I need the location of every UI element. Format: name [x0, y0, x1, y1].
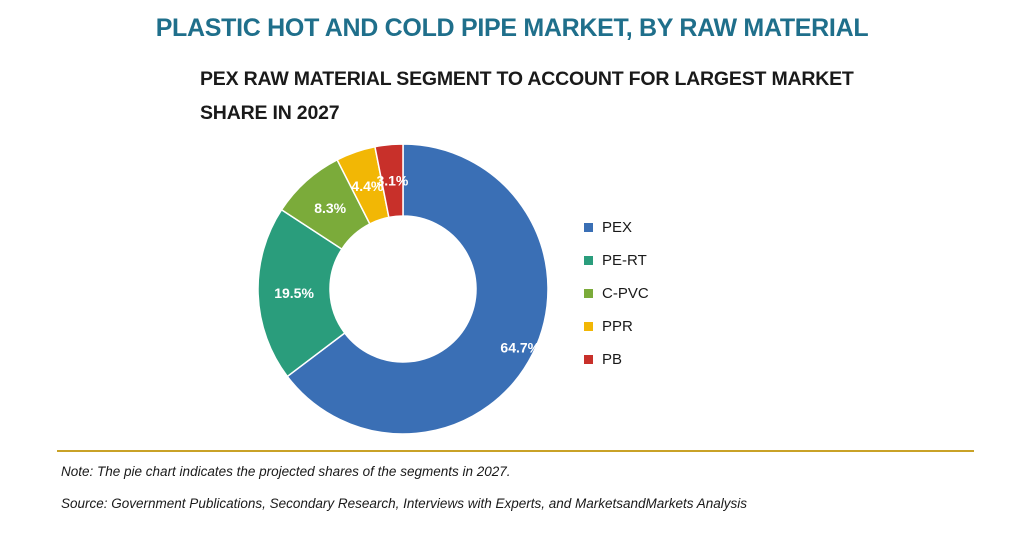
legend-label: PPR	[602, 318, 633, 335]
data-label-ppr: 4.4%	[351, 178, 383, 194]
chart-legend: PEX PE-RT C-PVC PPR PB	[584, 211, 649, 376]
data-label-c-pvc: 8.3%	[314, 200, 346, 216]
legend-label: C-PVC	[602, 285, 649, 302]
data-label-pe-rt: 19.5%	[274, 285, 314, 301]
chart-title: PLASTIC HOT AND COLD PIPE MARKET, BY RAW…	[155, 14, 869, 42]
legend-swatch	[584, 355, 593, 364]
divider	[57, 450, 974, 452]
data-label-pb: 3.1%	[376, 173, 408, 189]
legend-item-c-pvc: C-PVC	[584, 277, 649, 310]
legend-swatch	[584, 322, 593, 331]
legend-item-pb: PB	[584, 343, 649, 376]
subtitle-line-2: SHARE IN 2027	[200, 102, 340, 124]
slice-pb	[374, 143, 404, 219]
slice-pe-rt	[257, 208, 346, 378]
legend-item-pe-rt: PE-RT	[584, 244, 649, 277]
subtitle-line-1: PEX RAW MATERIAL SEGMENT TO ACCOUNT FOR …	[200, 68, 854, 90]
chart-source: Source: Government Publications, Seconda…	[61, 496, 748, 511]
legend-label: PEX	[602, 219, 633, 236]
legend-item-ppr: PPR	[584, 310, 649, 343]
legend-label: PB	[602, 351, 623, 368]
data-label-pex: 64.7%	[500, 339, 540, 355]
legend-item-pex: PEX	[584, 211, 649, 244]
legend-label: PE-RT	[602, 252, 647, 269]
legend-swatch	[584, 223, 593, 232]
legend-swatch	[584, 256, 593, 265]
slice-pex	[286, 143, 549, 435]
chart-note: Note: The pie chart indicates the projec…	[61, 464, 511, 479]
chart-subtitle: PEX RAW MATERIAL SEGMENT TO ACCOUNT FOR …	[200, 62, 900, 130]
legend-swatch	[584, 289, 593, 298]
